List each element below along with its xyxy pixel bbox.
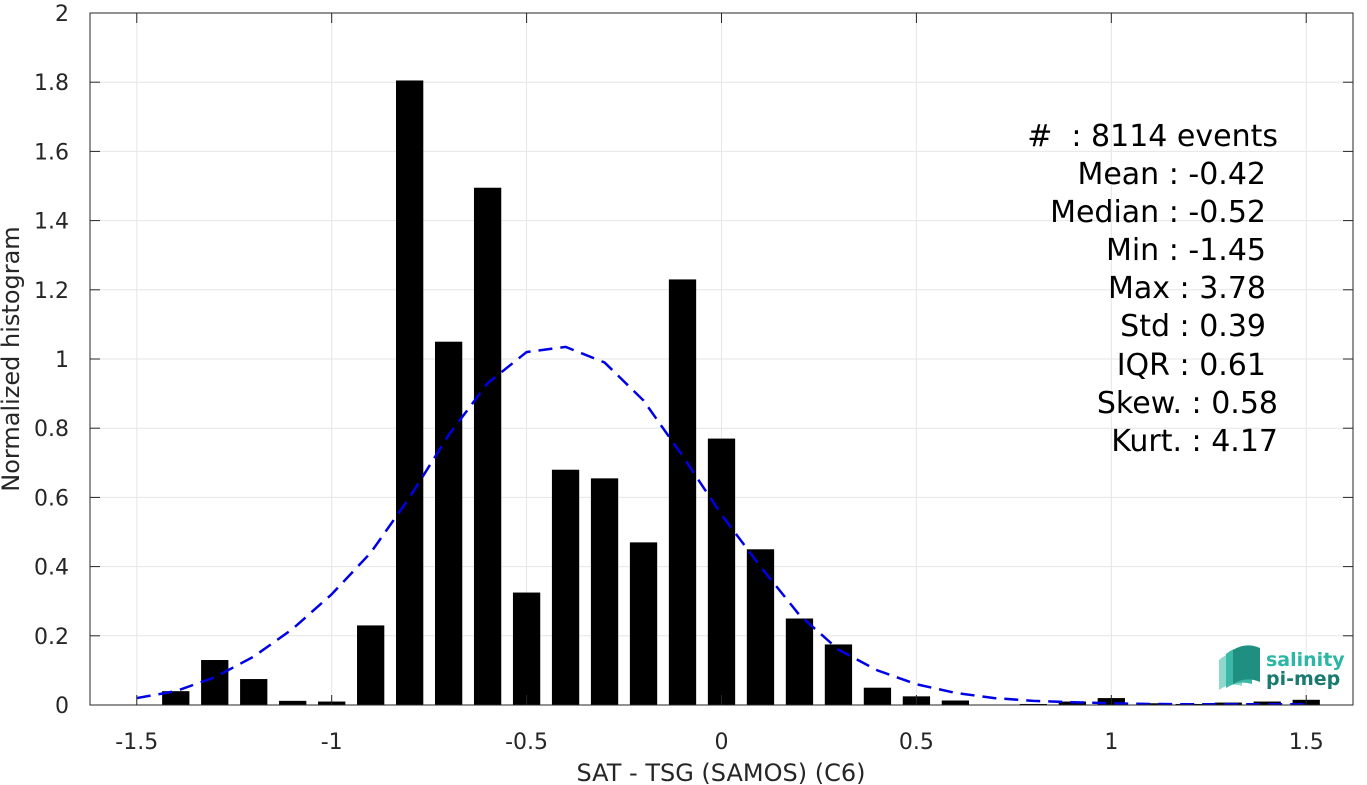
histogram-bar — [941, 700, 970, 705]
stat-min: Min : -1.45 — [1106, 233, 1266, 268]
histogram-bar — [668, 279, 697, 705]
y-axis-label: Normalized histogram — [0, 226, 25, 491]
y-tick-label: 1.6 — [34, 140, 69, 165]
histogram-bar — [357, 625, 385, 705]
histogram-bar — [746, 549, 775, 705]
histogram-bar — [396, 80, 424, 706]
histogram-bar — [629, 542, 658, 705]
stats-box: # : 8114 events Mean : -0.42 Median : -0… — [1027, 119, 1278, 459]
wave-icon — [1219, 645, 1260, 690]
x-tick-labels: -1.5 -1 -0.5 0 0.5 1 1.5 — [115, 730, 1323, 755]
stat-count: # : 8114 events — [1027, 119, 1278, 154]
histogram-bar — [1253, 701, 1281, 705]
stat-median: Median : -0.52 — [1050, 195, 1266, 230]
histogram-bar — [473, 187, 502, 706]
logo-line1: salinity — [1266, 649, 1345, 671]
stat-max: Max : 3.78 — [1108, 271, 1266, 306]
stat-std: Std : 0.39 — [1120, 309, 1266, 344]
gaussian-fit — [136, 345, 1307, 706]
y-tick-label: 0.4 — [34, 556, 69, 581]
y-tick-label: 0.6 — [34, 486, 69, 511]
x-tick-label: 0.5 — [899, 730, 934, 755]
salinity-pi-mep-logo: salinity pi-mep — [1219, 645, 1345, 690]
histogram-bar — [162, 691, 190, 705]
histogram-bars — [162, 80, 1320, 706]
y-tick-label: 1.4 — [34, 210, 69, 235]
y-tick-label: 0 — [55, 694, 69, 719]
histogram-bar — [590, 478, 619, 705]
x-tick-label: 1 — [1104, 730, 1118, 755]
y-tick-label: 2 — [55, 2, 69, 27]
y-tick-label: 1.2 — [34, 279, 69, 304]
histogram-bar — [512, 592, 541, 705]
y-tick-label: 1.8 — [34, 71, 69, 96]
histogram-bar — [1136, 703, 1164, 705]
histogram-bar — [240, 679, 268, 705]
logo-line2: pi-mep — [1266, 668, 1340, 690]
histogram-bar — [863, 687, 892, 705]
histogram-bar — [201, 660, 229, 705]
y-tick-label: 0.2 — [34, 625, 69, 650]
x-tick-label: -0.5 — [505, 730, 548, 755]
fit-curve — [136, 345, 1307, 706]
y-tick-label: 0.8 — [34, 417, 69, 442]
histogram-bar — [707, 438, 736, 705]
x-axis-label: SAT - TSG (SAMOS) (C6) — [577, 759, 866, 785]
histogram-bar — [434, 341, 463, 705]
stat-kurt: Kurt. : 4.17 — [1111, 424, 1278, 459]
stat-skew: Skew. : 0.58 — [1097, 386, 1278, 421]
x-tick-label: -1.5 — [115, 730, 158, 755]
y-tick-label: 1 — [55, 348, 69, 373]
x-tick-label: 0 — [715, 730, 729, 755]
axes — [89, 12, 1354, 706]
y-tick-labels: 0 0.2 0.4 0.6 0.8 1 1.2 1.4 1.6 1.8 2 — [34, 2, 69, 719]
histogram-bar — [551, 469, 580, 705]
histogram-bar — [785, 618, 814, 705]
stat-iqr: IQR : 0.61 — [1117, 348, 1266, 383]
histogram-bar — [279, 700, 307, 705]
histogram-bar — [1019, 703, 1047, 705]
stat-mean: Mean : -0.42 — [1077, 157, 1266, 192]
x-tick-label: 1.5 — [1289, 730, 1324, 755]
x-tick-label: -1 — [321, 730, 343, 755]
